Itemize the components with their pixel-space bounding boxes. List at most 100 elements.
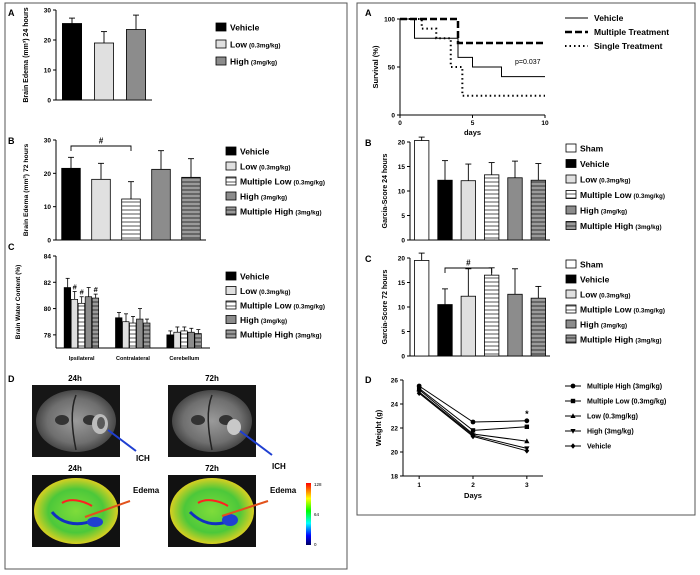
bar: [70, 299, 79, 349]
legend-label: Low (0.3mg/kg): [240, 162, 291, 172]
legend-label: Multiple Treatment: [594, 27, 669, 37]
y-tick-label: 84: [44, 254, 52, 261]
data-point: [470, 433, 476, 440]
legend-swatch: [565, 274, 577, 284]
legend-swatch: [215, 22, 227, 32]
mri-time-bottom-left: 24h: [68, 464, 82, 473]
chart-left-a: A 0 10 20 30 Brain Edema (mm³) 24 hours Vehicl…: [8, 7, 281, 104]
bar: [129, 322, 137, 349]
legend-marker: [570, 413, 576, 418]
y-tick-label: 82: [44, 280, 52, 287]
bar: [173, 331, 181, 349]
y-tick-label: 10: [398, 305, 406, 312]
weight-line: [418, 385, 527, 423]
significance-mark: #: [94, 285, 99, 294]
y-axis-title: Garcia-Score 24 hours: [382, 154, 389, 229]
legend-label: Low (0.3mg/kg): [580, 290, 631, 300]
y-tick-label: 5: [401, 213, 405, 220]
panel-letter: B: [365, 138, 372, 148]
significance-bracket: [70, 145, 132, 151]
bar: [194, 333, 202, 349]
legend-swatch: [225, 329, 237, 339]
legend-marker: [570, 383, 576, 389]
y-tick-label: 15: [398, 164, 406, 171]
y-tick-label: 20: [44, 171, 52, 178]
legend-swatch: [215, 39, 227, 49]
y-tick-label: 50: [388, 65, 396, 72]
ich-label-72h: ICH: [272, 462, 286, 471]
legend-label: Multiple Low (0.3mg/kg): [580, 305, 665, 315]
y-tick-label: 78: [44, 332, 52, 339]
x-axis-title: days: [464, 128, 481, 137]
bar: [414, 140, 430, 241]
ich-label-24h: ICH: [136, 454, 150, 463]
y-tick-label: 30: [44, 138, 52, 145]
mri-time-top-right: 72h: [205, 374, 219, 383]
data-point: [524, 424, 530, 429]
legend-label: Multiple High (3mg/kg): [587, 384, 662, 391]
significance-mark: #: [466, 259, 471, 268]
legend-swatch: [225, 206, 237, 216]
legend-label: Vehicle: [587, 444, 611, 451]
y-tick-label: 80: [44, 306, 52, 313]
bar: [460, 295, 476, 357]
y-tick-label: 0: [391, 113, 395, 120]
y-axis-title: Weight (g): [374, 409, 383, 446]
y-tick-label: 0: [401, 238, 405, 245]
bar: [507, 177, 523, 241]
x-axis-title: Days: [464, 491, 482, 500]
legend-label: Sham: [580, 260, 604, 270]
legend-swatch: [225, 271, 237, 281]
y-tick-label: 5: [401, 329, 405, 336]
panel-letter: C: [8, 242, 15, 252]
edema-label-24h: Edema: [133, 486, 160, 495]
panel-letter: A: [365, 8, 372, 18]
legend-label: Multiple Low (0.3mg/kg): [580, 190, 665, 200]
legend-label: Sham: [580, 144, 604, 154]
bar: [187, 331, 195, 349]
legend-swatch: [565, 205, 577, 215]
bar: [530, 297, 546, 357]
bar: [122, 321, 130, 349]
legend-swatch: [565, 159, 577, 168]
legend-swatch: [225, 146, 237, 156]
y-tick-label: 20: [398, 256, 406, 263]
mri-time-top-left: 24h: [68, 374, 82, 383]
data-point: [470, 428, 476, 433]
y-tick-label: 26: [391, 378, 399, 385]
bar: [121, 198, 141, 241]
y-tick-label: 30: [44, 8, 52, 15]
edema-label-72h: Edema: [270, 486, 297, 495]
bar: [143, 322, 151, 349]
data-point: [524, 448, 530, 454]
legend-swatch: [565, 334, 577, 344]
y-tick-label: 15: [398, 280, 406, 287]
x-tick-label: 2: [471, 482, 475, 489]
y-tick-label: 18: [391, 474, 399, 481]
bar: [61, 167, 81, 241]
legend-swatch: [225, 315, 237, 324]
bar: [530, 179, 546, 241]
y-axis-title: Survival (%): [371, 45, 380, 88]
y-tick-label: 20: [398, 140, 406, 147]
y-axis-title: Brain Edema (mm³) 72 hours: [23, 144, 30, 237]
y-tick-label: 0: [47, 98, 51, 105]
bar: [437, 304, 453, 357]
bar: [484, 174, 500, 241]
legend-swatch: [565, 190, 577, 199]
significance-star: *: [525, 409, 529, 419]
bar: [126, 29, 147, 101]
legend-label: High (3mg/kg): [240, 315, 287, 325]
legend-swatch: [565, 221, 577, 230]
chart-right-d: D 18 20 22 24 26 Weight (g) 1 2 3 Days * Multiple Hi…: [365, 375, 666, 500]
bar: [460, 180, 476, 241]
bar: [63, 287, 72, 349]
survival-curve: [400, 17, 545, 45]
mri-panel: D 24h 72h ICH ICH 24h 72h Edema: [8, 374, 322, 547]
significance-mark: #: [73, 282, 78, 291]
x-tick-label: Ipsilateral: [69, 356, 95, 362]
legend-label: Multiple High (3mg/kg): [240, 207, 322, 217]
x-tick-label: 3: [525, 482, 529, 489]
bar: [166, 334, 174, 349]
